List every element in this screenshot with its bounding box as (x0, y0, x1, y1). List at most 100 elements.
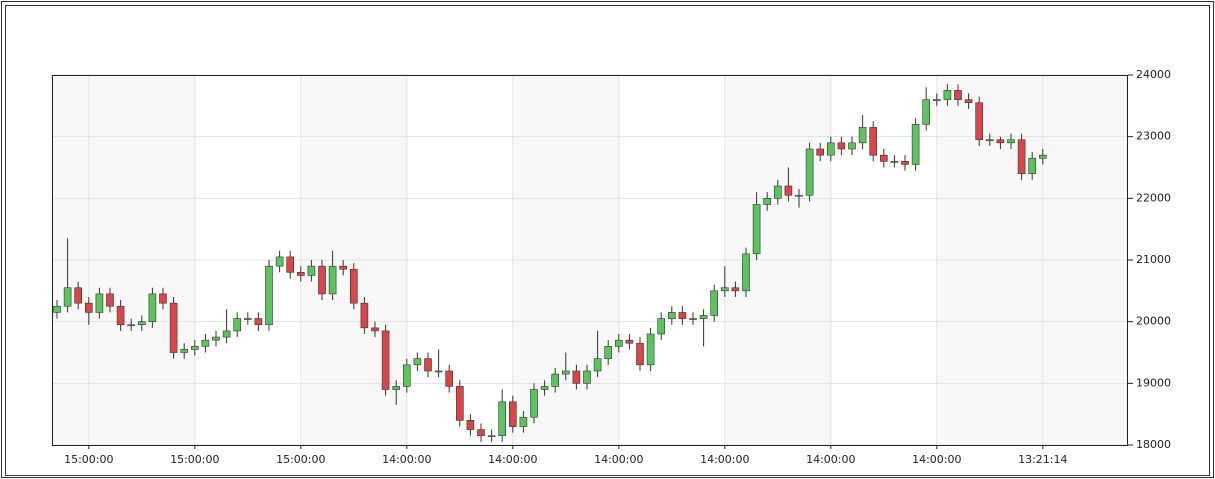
x-tick-label: 14:00:00 (912, 453, 961, 466)
candle-body (932, 99, 941, 101)
candle-body (869, 127, 878, 156)
candle-body (95, 293, 104, 313)
candle-body (625, 339, 634, 344)
candle-body (138, 321, 146, 326)
candle-body (858, 127, 867, 144)
candle-body (307, 265, 316, 276)
candle-body (731, 287, 740, 292)
x-tick-label: 15:00:00 (170, 453, 219, 466)
candle-body (434, 370, 443, 373)
candle-body (424, 358, 432, 372)
candle-body (943, 90, 952, 100)
candle-body (964, 99, 973, 104)
candle-body (1007, 139, 1015, 144)
candle-body (604, 346, 613, 359)
candle-body (487, 435, 496, 438)
candle-body (296, 272, 305, 276)
candle-body (646, 333, 655, 366)
candle-body (540, 386, 549, 390)
candle-body (1039, 154, 1047, 159)
candle-body (148, 293, 157, 322)
candle-body (678, 312, 687, 319)
candle-body (689, 318, 697, 320)
candle-body (85, 302, 93, 313)
x-tick-label: 13:21:14 (1018, 453, 1067, 466)
candle-body (519, 416, 528, 427)
candle-body (1017, 139, 1026, 174)
candle-body (985, 139, 994, 142)
grid (52, 74, 1128, 446)
inner-frame (5, 5, 1210, 476)
plot-frame (52, 75, 1128, 446)
candle-body (169, 302, 178, 353)
candle-body (392, 386, 401, 390)
candle-body (498, 401, 507, 437)
y-tick-label: 23000 (1136, 130, 1171, 143)
candle-body (445, 370, 454, 387)
candle-body (349, 268, 358, 304)
candle-body (244, 318, 252, 320)
x-tick-label: 15:00:00 (64, 453, 113, 466)
candle-body (328, 265, 337, 295)
candle-body (922, 99, 931, 125)
candle-body (699, 315, 708, 319)
candle-body (890, 161, 899, 163)
candle-body (975, 102, 984, 141)
candle-body (339, 265, 348, 270)
candle-body (455, 386, 464, 421)
candle-body (752, 204, 761, 255)
candle-body (816, 148, 825, 156)
candle-body (636, 342, 644, 366)
candle-body (795, 194, 803, 197)
candle-body (63, 287, 72, 307)
candle-body (551, 373, 560, 387)
candle-body (254, 318, 263, 326)
candle-body (742, 253, 750, 292)
y-tick-label: 18000 (1136, 438, 1171, 451)
candles (53, 84, 1047, 442)
candle-body (402, 364, 411, 387)
candle-body (381, 330, 390, 390)
y-tick-label: 24000 (1136, 68, 1171, 81)
x-tick-label: 15:00:00 (276, 453, 325, 466)
candle-body (879, 154, 888, 162)
candle-body (561, 370, 570, 375)
candle-body (286, 256, 295, 273)
candle-body (360, 302, 369, 329)
x-tick-label: 14:00:00 (806, 453, 855, 466)
candle-body (911, 124, 920, 165)
candle-body (477, 429, 485, 437)
y-tick-label: 21000 (1136, 253, 1171, 266)
x-tick-label: 14:00:00 (700, 453, 749, 466)
candle-body (265, 265, 273, 326)
candle-body (763, 198, 772, 205)
x-tick-label: 14:00:00 (488, 453, 537, 466)
x-tick-label: 14:00:00 (594, 453, 643, 466)
candle-body (53, 305, 61, 313)
candle-body (583, 370, 591, 384)
candle-body (222, 330, 231, 338)
candle-body (954, 90, 962, 100)
candle-body (657, 318, 666, 335)
candle-body (996, 139, 1005, 144)
candle-body (593, 358, 602, 372)
candle-body (191, 346, 199, 350)
candle-body (180, 349, 188, 353)
candle-body (127, 324, 135, 327)
x-tick-label: 14:00:00 (382, 453, 431, 466)
candle-body (275, 256, 284, 267)
axes: 15:00:00 15:00:00 15:00:00 14:00:00 14:00:00… (64, 68, 1171, 466)
candle-body (572, 370, 581, 384)
candle-body (848, 142, 856, 150)
candle-body (466, 420, 475, 430)
candle-body (710, 290, 719, 316)
candle-body (508, 401, 517, 427)
candle-body (614, 339, 623, 347)
candle-body (720, 287, 729, 292)
candle-body (233, 318, 241, 332)
y-tick-label: 20000 (1136, 315, 1171, 328)
candle-body (413, 358, 422, 366)
candle-body (530, 389, 538, 418)
